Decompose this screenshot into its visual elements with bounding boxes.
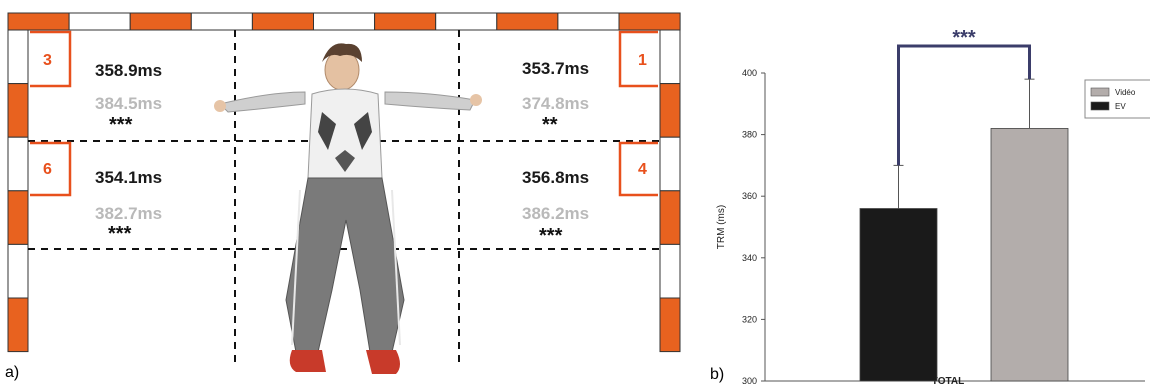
zone-number-3: 3 xyxy=(43,52,52,69)
crossbar-segment xyxy=(190,12,253,31)
zone-brackets xyxy=(30,30,658,197)
legend-swatch-vidéo xyxy=(1090,87,1110,97)
trm-bar-chart: 300 320 340 360 380 400 TRM (ms) TOTAL *** Vidéo E… xyxy=(716,27,1150,385)
zone-number-6: 6 xyxy=(43,161,52,178)
post-segment xyxy=(659,29,681,85)
crossbar-segment xyxy=(374,12,437,31)
crossbar-segment xyxy=(313,12,376,31)
post-segment xyxy=(659,190,681,245)
legend-box xyxy=(1084,79,1150,119)
zone-1-significance: ** xyxy=(542,114,558,136)
post-segment xyxy=(7,29,29,85)
zone-number-1: 1 xyxy=(638,52,647,69)
zone-3-video-time: 384.5ms xyxy=(95,94,163,113)
zone-4-bracket xyxy=(618,141,658,197)
y-tick-label: 360 xyxy=(742,191,757,201)
zone-6-significance: *** xyxy=(108,223,132,245)
zone-number-4: 4 xyxy=(638,161,647,178)
crossbar-segment xyxy=(68,12,131,31)
post-segment xyxy=(7,136,29,192)
zone-1-video-time: 374.8ms xyxy=(522,94,590,113)
zone-1-ev-time: 353.7ms xyxy=(522,59,590,78)
zone-3-ev-time: 358.9ms xyxy=(95,61,163,80)
panel-b-bar-chart: 300 320 340 360 380 400 TRM (ms) TOTAL *** Vidéo E… xyxy=(700,0,1150,385)
bar-vidéo xyxy=(990,128,1069,382)
post-segment xyxy=(659,297,681,353)
post-segment xyxy=(659,136,681,192)
legend-swatch-ev xyxy=(1090,101,1110,111)
post-segment xyxy=(7,297,29,353)
y-axis-label: TRM (ms) xyxy=(716,205,727,249)
y-tick-label: 400 xyxy=(742,68,757,78)
post-segment xyxy=(659,243,681,299)
panel-a-label: a) xyxy=(5,364,20,381)
zone-4-video-time: 386.2ms xyxy=(522,204,590,223)
panel-a-goal-diagram: 3 1 6 4 358.9ms 384.5ms *** 353.7ms 374.… xyxy=(5,12,681,381)
post-segment xyxy=(7,243,29,299)
significance-stars: *** xyxy=(952,27,976,49)
goalkeeper-figure xyxy=(214,43,482,374)
legend-label-ev: EV xyxy=(1115,102,1126,111)
zone-4-significance: *** xyxy=(539,225,563,247)
zone-3-bracket xyxy=(30,30,72,88)
zone-6-ev-time: 354.1ms xyxy=(95,168,163,187)
crossbar-segment xyxy=(496,12,559,31)
goal-post-left xyxy=(7,29,29,353)
crossbar-segment xyxy=(618,12,681,31)
bar-ev xyxy=(859,208,938,382)
crossbar-segment xyxy=(129,12,192,31)
goal-crossbar xyxy=(7,12,681,31)
x-axis-label: TOTAL xyxy=(932,376,964,385)
significance-bracket xyxy=(897,44,1031,166)
crossbar-segment xyxy=(435,12,498,31)
zone-6-bracket xyxy=(30,141,72,197)
post-segment xyxy=(659,83,681,138)
goal-frame xyxy=(7,12,681,374)
crossbar-segment xyxy=(251,12,314,31)
y-tick-label: 340 xyxy=(742,253,757,263)
y-tick-label: 380 xyxy=(742,130,757,140)
post-segment xyxy=(7,190,29,245)
zone-4-ev-time: 356.8ms xyxy=(522,168,590,187)
y-tick-label: 300 xyxy=(742,376,757,385)
zone-6-video-time: 382.7ms xyxy=(95,204,163,223)
crossbar-segment xyxy=(7,12,70,31)
y-tick-label: 320 xyxy=(742,314,757,324)
crossbar-segment xyxy=(557,12,620,31)
legend-label-vidéo: Vidéo xyxy=(1115,88,1136,97)
goal-post-right xyxy=(659,29,681,353)
zone-1-bracket xyxy=(618,30,658,88)
panel-b-label: b) xyxy=(710,366,725,383)
zone-3-significance: *** xyxy=(109,114,133,136)
post-segment xyxy=(7,83,29,138)
